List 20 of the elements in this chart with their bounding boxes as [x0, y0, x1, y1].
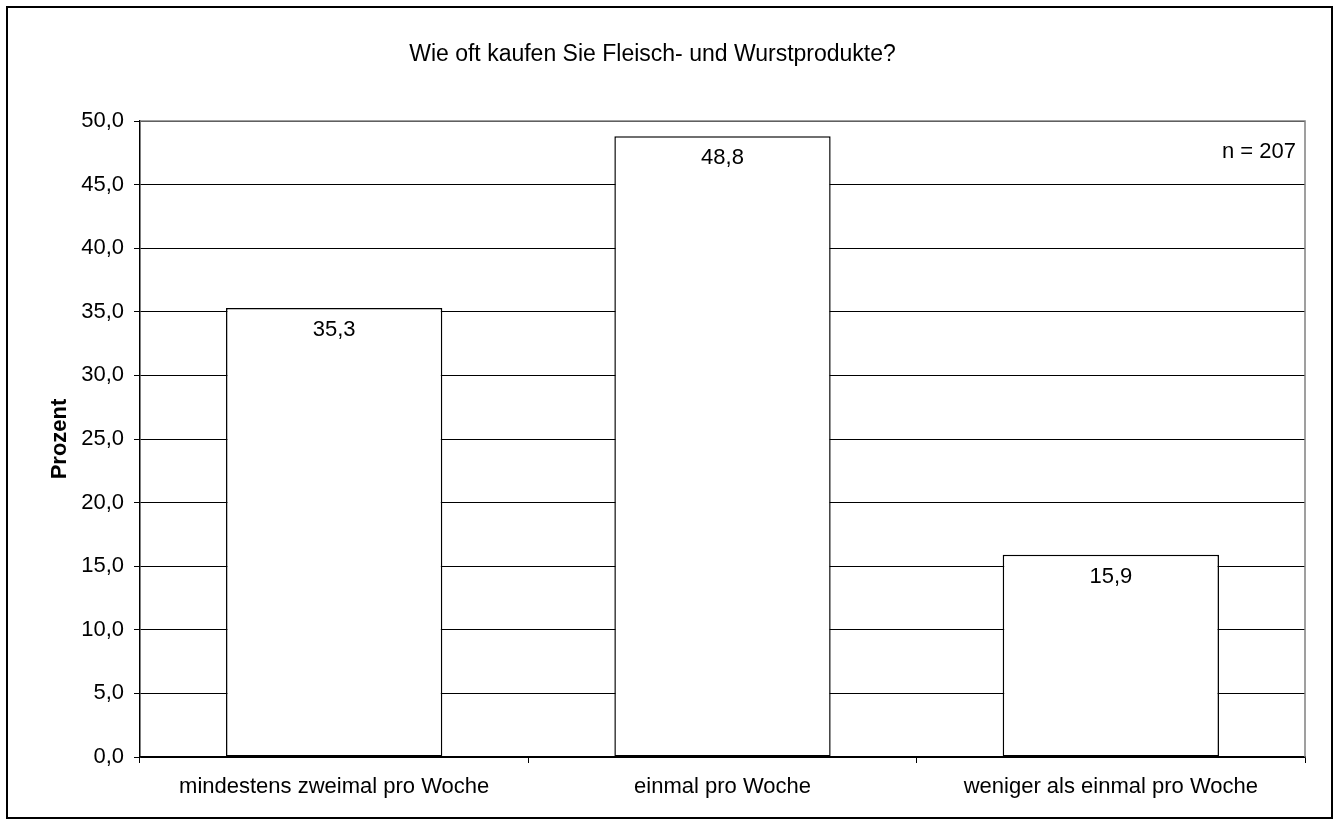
- y-tick-label: 25,0: [81, 425, 124, 451]
- y-tick-label: 10,0: [81, 615, 124, 641]
- y-tick-label: 40,0: [81, 234, 124, 260]
- annotation: n = 207: [1221, 138, 1296, 164]
- chart-title: Wie oft kaufen Sie Fleisch- und Wurstprodukte?: [409, 40, 896, 67]
- data-label: 15,9: [1089, 562, 1133, 588]
- x-tick-label: einmal pro Woche: [634, 773, 811, 799]
- y-tick-label: 35,0: [81, 297, 124, 323]
- y-axis-title: Prozent: [46, 398, 72, 480]
- x-tick-label: weniger als einmal pro Woche: [962, 773, 1258, 799]
- y-tick-label: 50,0: [81, 107, 124, 133]
- x-tick-label: mindestens zweimal pro Woche: [179, 773, 490, 799]
- y-tick-label: 15,0: [81, 552, 124, 578]
- data-label: 48,8: [701, 144, 744, 170]
- y-tick-label: 20,0: [81, 488, 124, 514]
- y-tick-label: 5,0: [93, 679, 124, 705]
- data-label: 35,3: [312, 316, 356, 342]
- y-tick-label: 45,0: [81, 170, 124, 196]
- y-tick-label: 30,0: [81, 361, 124, 387]
- y-tick-label: 0,0: [93, 743, 124, 769]
